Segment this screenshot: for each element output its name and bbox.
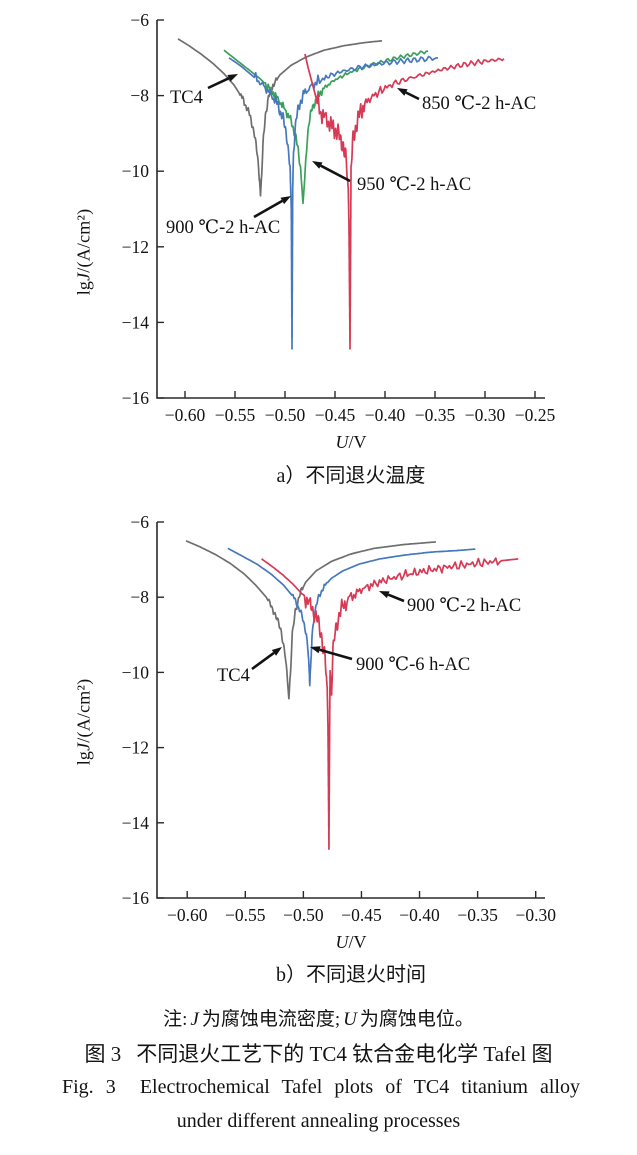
annotation-arrow (319, 648, 353, 661)
y-axis-tick-label: −8 (130, 587, 149, 607)
series-curve-900-℃-2-h-AC (228, 55, 439, 350)
y-label-unit: /(A/cm²) (73, 678, 94, 743)
y-axis-tick-label: −8 (130, 86, 149, 106)
figure-note: 注: J 为腐蚀电流密度; U 为腐蚀电位。 (0, 1004, 637, 1031)
annotation-label: 900 ℃-6 h-AC (356, 655, 470, 675)
x-axis-tick-label: −0.50 (265, 405, 306, 425)
annotation-label: 900 ℃-2 h-AC (166, 218, 280, 238)
y-label-variable: J (73, 742, 94, 751)
caption-cn-text: 不同退火工艺下的 TC4 钛合金电化学 Tafel 图 (136, 1042, 553, 1066)
annotation-label: TC4 (170, 88, 203, 108)
caption-english-line1: Fig. 3 Electrochemical Tafel plots of TC… (62, 1076, 580, 1099)
x-axis-tick-label: −0.45 (341, 905, 382, 925)
x-axis-tick-label: −0.40 (365, 405, 406, 425)
x-axis-tick-label: −0.35 (457, 905, 498, 925)
note-text: 为腐蚀电流密度; (201, 1009, 341, 1030)
series-curve-850-℃-2-h-AC (304, 53, 505, 350)
annotation-arrowhead (227, 74, 238, 82)
y-axis-tick-label: −14 (122, 312, 150, 332)
chart-a-y-axis-label: lgJ/(A/cm²) (74, 209, 95, 296)
x-axis-tick-label: −0.60 (165, 405, 206, 425)
annotation-label: 850 ℃-2 h-AC (422, 94, 536, 114)
series-curve-TC4 (185, 540, 436, 700)
annotation-label: 950 ℃-2 h-AC (357, 175, 471, 195)
x-label-unit: /V (348, 932, 367, 952)
series-curve-900-℃-2-h-AC (227, 547, 476, 687)
annotation-arrow (405, 91, 420, 101)
y-axis-tick-label: −12 (122, 738, 149, 758)
x-label-variable: U (335, 932, 349, 952)
chart-a-x-axis-label: U/V (157, 432, 545, 453)
x-axis-tick-label: −0.55 (225, 905, 266, 925)
y-axis-tick-label: −16 (122, 888, 150, 908)
x-axis-tick-label: −0.50 (283, 905, 324, 925)
y-axis-tick-label: −16 (122, 388, 150, 408)
series-curve-900-℃-6-h-AC (261, 557, 519, 850)
x-axis-tick-label: −0.30 (515, 905, 556, 925)
x-label-variable: U (335, 432, 349, 452)
x-axis-tick-label: −0.55 (215, 405, 256, 425)
annotation-arrow (253, 199, 283, 219)
annotation-arrowhead (310, 646, 321, 654)
y-axis-tick-label: −10 (122, 161, 150, 181)
x-axis-tick-label: −0.30 (465, 405, 506, 425)
y-axis-tick-label: −6 (130, 10, 149, 30)
caption-en-text: Electrochemical Tafel plots of TC4 titan… (139, 1076, 580, 1098)
series-curve-TC4 (177, 38, 383, 197)
y-label-prefix: lg (73, 750, 94, 766)
chart-b-subtitle: b）不同退火时间 (276, 964, 426, 986)
annotation-arrow (251, 651, 275, 671)
note-variable-J: J (190, 1009, 199, 1030)
note-text: 注: (163, 1009, 188, 1030)
note-text: 为腐蚀电位。 (359, 1009, 474, 1030)
annotation-label: 900 ℃-2 h-AC (407, 596, 521, 616)
annotation-arrowhead (379, 591, 390, 599)
annotation-arrowhead (312, 161, 323, 169)
chart-a-subtitle: a）不同退火温度 (276, 465, 426, 487)
y-axis-tick-label: −6 (130, 512, 149, 532)
annotation-arrow (207, 77, 230, 90)
axis-spine (156, 522, 545, 899)
annotation-label: TC4 (217, 666, 250, 686)
chart-b-x-axis-label: U/V (157, 932, 545, 953)
note-variable-U: U (343, 1009, 357, 1030)
annotation-arrowhead (271, 647, 282, 656)
chart-b-y-axis-label: lgJ/(A/cm²) (74, 679, 95, 766)
annotation-arrowhead (397, 88, 408, 96)
y-axis-tick-label: −14 (122, 813, 150, 833)
y-label-unit: /(A/cm²) (73, 208, 94, 273)
x-label-unit: /V (348, 432, 367, 452)
annotation-arrow (387, 593, 405, 603)
y-axis-tick-label: −10 (122, 662, 150, 682)
x-axis-tick-label: −0.25 (515, 405, 556, 425)
x-axis-tick-label: −0.35 (415, 405, 456, 425)
caption-english-line2: under different annealing processes (176, 1110, 461, 1132)
caption-en-number: Fig. 3 (62, 1076, 116, 1098)
annotation-arrow (320, 164, 351, 183)
annotation-arrowhead (280, 196, 291, 205)
x-axis-tick-label: −0.45 (315, 405, 356, 425)
x-axis-tick-label: −0.40 (399, 905, 440, 925)
caption-cn-number: 图 3 (84, 1042, 122, 1066)
y-label-variable: J (73, 272, 94, 281)
caption-chinese: 图 3 不同退火工艺下的 TC4 钛合金电化学 Tafel 图 (0, 1038, 637, 1068)
y-label-prefix: lg (73, 280, 94, 296)
x-axis-tick-label: −0.60 (167, 905, 208, 925)
y-axis-tick-label: −12 (122, 237, 149, 257)
